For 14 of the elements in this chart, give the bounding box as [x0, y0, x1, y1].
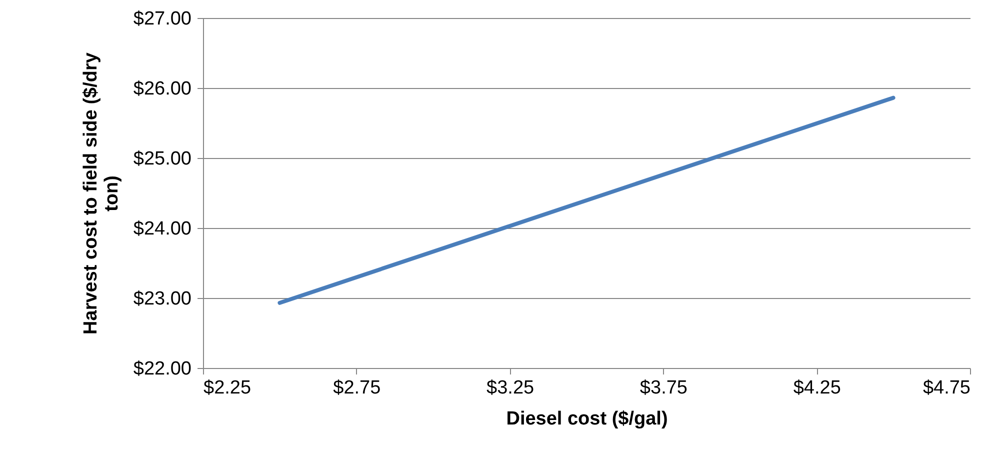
x-tick-label: $2.25 [204, 378, 252, 398]
x-tick-label: $4.25 [793, 378, 841, 398]
x-tick-label: $4.75 [922, 378, 970, 398]
x-axis-title: Diesel cost ($/gal) [506, 408, 668, 430]
y-tick-label: $27.00 [133, 8, 192, 30]
y-tick-label: $26.00 [133, 78, 192, 100]
x-tick-label: $3.25 [486, 378, 534, 398]
y-axis-title: Harvest cost to field side ($/dry ton) [80, 52, 122, 334]
y-tick-label: $25.00 [133, 148, 192, 170]
x-tick-label: $2.75 [333, 378, 381, 398]
y-tick-label: $23.00 [133, 288, 192, 310]
y-tick-label: $22.00 [133, 358, 192, 380]
x-tick-label: $3.75 [640, 378, 688, 398]
y-tick-label: $24.00 [133, 218, 192, 240]
